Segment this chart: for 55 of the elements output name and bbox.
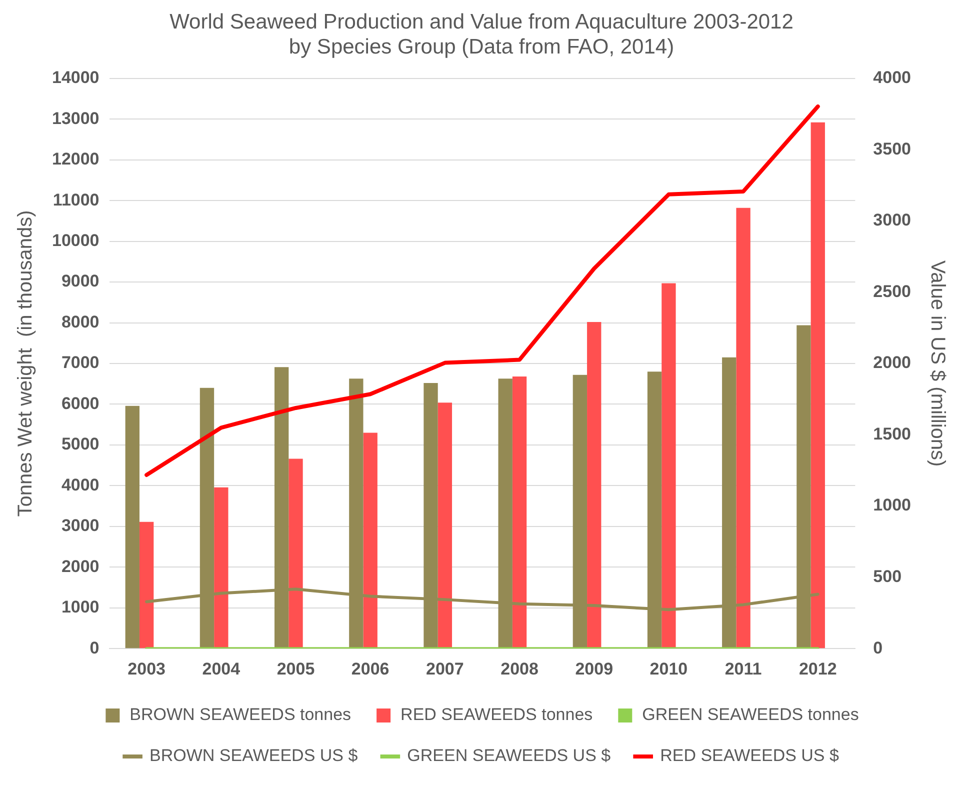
y-tick-label: 12000: [52, 150, 100, 169]
legend-label: BROWN SEAWEEDS US $: [150, 746, 358, 766]
x-tick-label: 2012: [798, 659, 837, 678]
bar: [810, 122, 825, 648]
legend-label: BROWN SEAWEEDS tonnes: [130, 705, 352, 724]
x-tick-label: 2009: [575, 659, 614, 678]
bar: [587, 322, 602, 648]
y-tick-label: 6000: [61, 394, 100, 413]
legend-label: RED SEAWEEDS US $: [660, 746, 840, 766]
y2-tick-label: 1500: [873, 424, 912, 444]
y-tick-label: 4000: [61, 475, 100, 494]
bar: [363, 432, 378, 648]
y-tick-label: 11000: [52, 190, 100, 210]
y-tick-label: 3000: [61, 516, 100, 536]
y-tick-label: 8000: [61, 312, 100, 332]
y2-tick-label: 500: [873, 567, 902, 586]
y2-tick-label: 3500: [873, 139, 912, 158]
bar: [125, 406, 140, 648]
bar: [512, 376, 527, 648]
y-tick-label: 14000: [52, 68, 100, 88]
y2-tick-label: 3000: [873, 210, 912, 230]
y-tick-label: 7000: [61, 353, 100, 372]
y2-tick-label: 2500: [873, 282, 912, 301]
y2-axis-title: Value in US $ (millions): [926, 260, 948, 467]
y2-tick-label: 4000: [873, 68, 912, 88]
y-axis-title: Tonnes Wet weight (in thousands): [14, 210, 37, 517]
text: World Seaweed Production and Value from Aquaculture 2003-2012: [170, 10, 794, 34]
bar: [736, 208, 750, 648]
y-tick-label: 0: [90, 638, 100, 658]
legend-label: GREEN SEAWEEDS tonnes: [642, 705, 859, 724]
y2-tick-label: 1000: [873, 496, 912, 515]
bar: [438, 402, 452, 648]
bar: [214, 487, 228, 648]
y-tick-label: 2000: [61, 556, 100, 576]
y-tick-label: 1000: [61, 598, 100, 617]
y-tick-label: 9000: [61, 272, 100, 291]
x-tick-label: 2006: [351, 659, 390, 678]
text: by Species Group (Data from FAO, 2014): [288, 36, 674, 59]
y2-tick-label: 2000: [873, 353, 912, 372]
y-tick-label: 5000: [61, 434, 100, 454]
x-tick-label: 2008: [500, 659, 538, 678]
x-tick-label: 2011: [724, 659, 762, 678]
legend-label: RED SEAWEEDS tonnes: [400, 705, 593, 724]
legend-label: GREEN SEAWEEDS US $: [407, 746, 612, 766]
bar: [139, 522, 154, 648]
y-tick-label: 10000: [52, 231, 100, 250]
y-tick-label: 13000: [52, 108, 100, 128]
x-tick-label: 2004: [202, 659, 241, 678]
bar: [662, 283, 676, 648]
x-tick-label: 2005: [276, 659, 315, 678]
y2-tick-label: 0: [873, 638, 883, 658]
bar: [288, 458, 303, 648]
x-tick-label: 2007: [426, 659, 464, 678]
x-tick-label: 2003: [128, 659, 166, 678]
x-tick-label: 2010: [650, 659, 688, 678]
